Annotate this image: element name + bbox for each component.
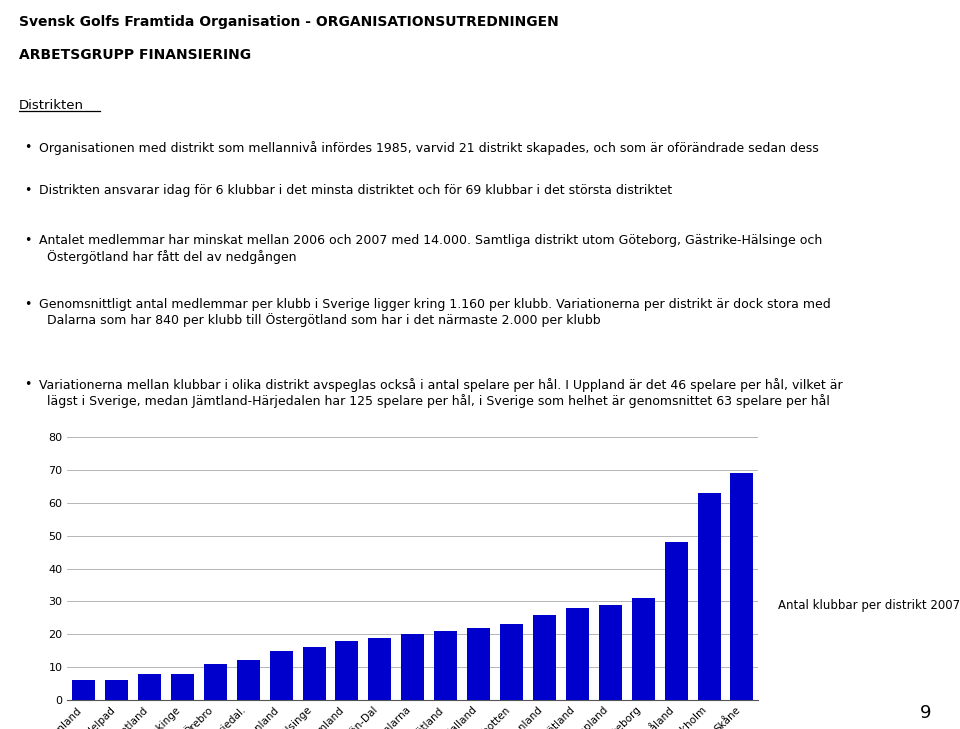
Bar	[171, 674, 194, 700]
Bar	[533, 615, 556, 700]
Bar	[204, 663, 227, 700]
Bar	[731, 474, 754, 700]
Bar	[237, 660, 260, 700]
Bar	[72, 680, 95, 700]
Text: Genomsnittligt antal medlemmar per klubb i Sverige ligger kring 1.160 per klubb.: Genomsnittligt antal medlemmar per klubb…	[39, 298, 831, 327]
Bar	[401, 634, 424, 700]
Text: Antalet medlemmar har minskat mellan 2006 och 2007 med 14.000. Samtliga distrikt: Antalet medlemmar har minskat mellan 200…	[39, 235, 823, 264]
Text: Distrikten ansvarar idag för 6 klubbar i det minsta distriktet och för 69 klubba: Distrikten ansvarar idag för 6 klubbar i…	[39, 184, 673, 197]
Text: 9: 9	[920, 703, 931, 722]
Bar	[599, 605, 622, 700]
Bar	[632, 598, 655, 700]
Bar	[302, 647, 325, 700]
Bar	[270, 651, 293, 700]
Bar	[335, 641, 358, 700]
Text: •: •	[24, 141, 31, 155]
Bar	[500, 624, 523, 700]
Text: •: •	[24, 378, 31, 391]
Text: •: •	[24, 184, 31, 197]
Bar	[369, 637, 392, 700]
Text: Svensk Golfs Framtida Organisation - ORGANISATIONSUTREDNINGEN: Svensk Golfs Framtida Organisation - ORG…	[19, 15, 559, 28]
Text: Distrikten: Distrikten	[19, 99, 84, 112]
Text: ARBETSGRUPP FINANSIERING: ARBETSGRUPP FINANSIERING	[19, 48, 252, 63]
Bar	[468, 628, 491, 700]
Text: •: •	[24, 235, 31, 247]
Text: Variationerna mellan klubbar i olika distrikt avspeglas också i antal spelare pe: Variationerna mellan klubbar i olika dis…	[39, 378, 843, 408]
Bar	[434, 631, 457, 700]
Text: Organisationen med distrikt som mellannivå infördes 1985, varvid 21 distrikt ska: Organisationen med distrikt som mellanni…	[39, 141, 819, 155]
Text: •: •	[24, 298, 31, 311]
Bar	[664, 542, 687, 700]
Text: Antal klubbar per distrikt 2007: Antal klubbar per distrikt 2007	[778, 599, 960, 612]
Bar	[138, 674, 161, 700]
Bar	[565, 608, 588, 700]
Bar	[105, 680, 128, 700]
Bar	[698, 494, 721, 700]
